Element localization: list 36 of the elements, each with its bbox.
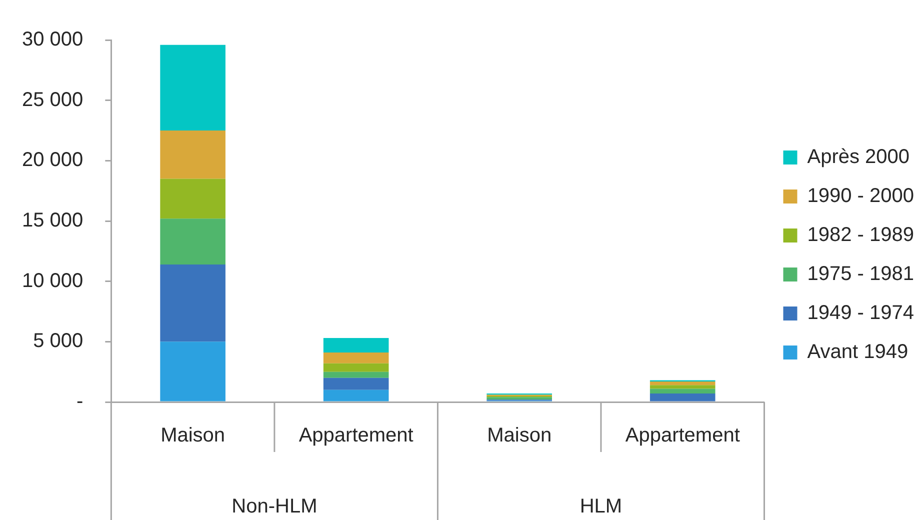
bar [160,130,226,179]
y-tick-label: 20 000 [22,149,84,172]
legend-label: 1949 - 1974 [807,302,914,324]
x-tick-label: Maison [160,424,226,447]
y-tick-label: 5 000 [33,330,84,352]
legend-label: 1982 - 1989 [807,224,914,246]
y-tick-label: - [76,390,84,413]
y-tick-label: 30 000 [22,28,84,51]
bar [650,394,716,402]
bar [486,397,552,400]
bar [323,363,389,372]
bar [323,352,389,364]
x-tick-label: Appartement [625,424,740,447]
bar [160,342,226,402]
bar [160,264,226,342]
bar [323,338,389,353]
y-tick-label: 25 000 [22,88,84,111]
bar [323,378,389,390]
x-tick-label: Appartement [298,424,414,447]
bar [650,381,716,386]
y-tick-label: 15 000 [22,210,84,232]
bar [160,44,226,130]
legend-label: Avant 1949 [807,341,908,364]
legend-label: 1975 - 1981 [807,263,914,286]
legend-label: Après 2000 [807,146,910,168]
text: Non-HLM [232,496,318,518]
x-tick-label: Maison [487,424,552,447]
y-tick-label: 10 000 [22,270,84,292]
bar [323,390,389,402]
bar [160,178,226,219]
bar [323,372,389,378]
text: HLM [580,496,622,518]
bar [160,218,226,264]
bar [650,385,716,389]
legend-label: 1990 - 2000 [807,185,914,208]
bar [650,388,716,394]
